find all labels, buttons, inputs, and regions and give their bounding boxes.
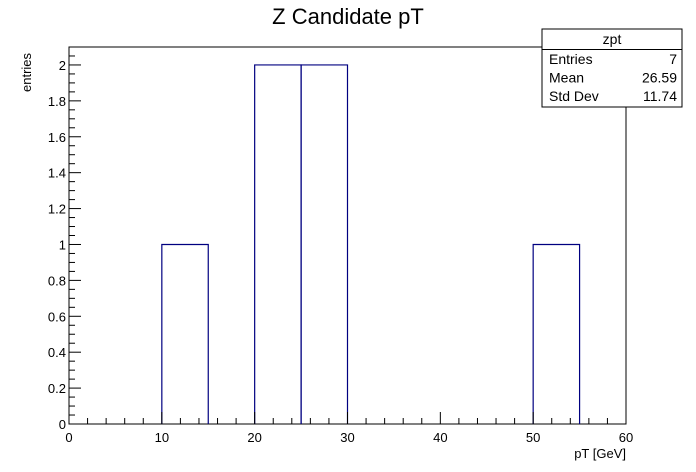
x-tick-label: 60	[619, 430, 633, 445]
y-tick-label: 0	[59, 417, 66, 432]
stats-value: 11.74	[643, 88, 677, 104]
y-tick-label: 1.6	[48, 130, 66, 145]
y-tick-label: 2	[59, 58, 66, 73]
stats-box-frame	[541, 28, 683, 108]
x-tick-label: 10	[155, 430, 169, 445]
histogram-bar	[532, 243, 581, 424]
chart-title: Z Candidate pT	[272, 4, 424, 29]
x-tick-label: 40	[433, 430, 447, 445]
x-tick-label: 30	[340, 430, 354, 445]
stats-value: 7	[669, 51, 677, 67]
y-tick-label: 0.4	[48, 345, 66, 360]
y-tick-label: 1.8	[48, 94, 66, 109]
histogram-bar	[161, 243, 209, 424]
histogram-bar	[300, 64, 349, 424]
x-tick-label: 0	[65, 430, 72, 445]
stats-name: zpt	[603, 31, 622, 47]
x-tick-label: 50	[526, 430, 540, 445]
y-tick-label: 1	[59, 237, 66, 252]
y-tick-label: 1.2	[48, 202, 66, 217]
x-axis-label: pT [GeV]	[574, 446, 626, 461]
stats-label: Entries	[549, 51, 593, 67]
stats-label: Mean	[549, 70, 584, 86]
x-tick-label: 20	[247, 430, 261, 445]
y-tick-label: 0.8	[48, 273, 66, 288]
stats-label: Std Dev	[549, 88, 599, 104]
y-tick-label: 0.6	[48, 309, 66, 324]
y-tick-label: 0.2	[48, 381, 66, 396]
histogram-bar	[254, 64, 302, 424]
y-axis-label: entries	[19, 52, 34, 92]
y-tick-label: 1.4	[48, 166, 66, 181]
stats-box: zpt Entries 7 Mean 26.59 Std Dev 11.74	[541, 28, 683, 108]
stats-value: 26.59	[642, 70, 677, 86]
